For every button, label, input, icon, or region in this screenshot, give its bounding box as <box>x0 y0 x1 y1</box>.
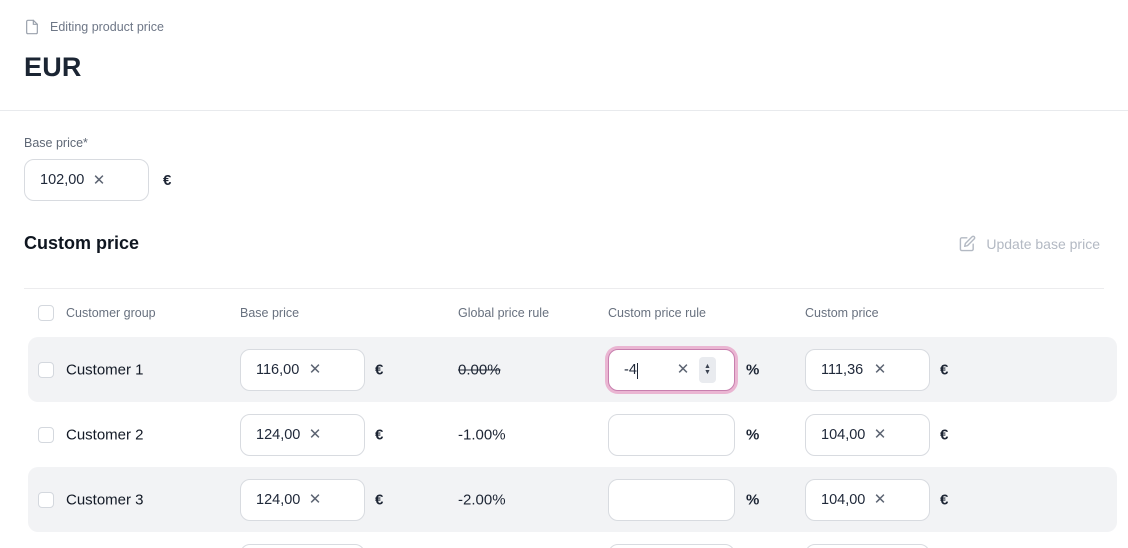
global-price-rule: -2.00% <box>458 491 506 508</box>
custom-price-rule-input[interactable] <box>609 479 669 520</box>
custom-price-heading: Custom price <box>24 233 140 253</box>
table-row: Customer 2 ✕ € -1.00% % ✕ € <box>28 402 1117 467</box>
clear-icon[interactable]: ✕ <box>301 486 329 514</box>
col-global-price-rule: Global price rule <box>458 306 550 320</box>
currency-symbol: € <box>375 426 384 443</box>
stepper-up-icon[interactable]: ▲ <box>704 362 711 370</box>
row-checkbox[interactable] <box>38 491 54 508</box>
table-row <box>28 532 1117 548</box>
clear-icon[interactable]: ✕ <box>866 356 894 384</box>
custom-price-rule-input[interactable] <box>609 414 669 455</box>
table-header-row: Customer group Base price Global price r… <box>24 288 1104 337</box>
col-base-price: Base price <box>240 306 300 320</box>
base-price-field: ✕ <box>240 348 365 391</box>
clear-icon[interactable]: ✕ <box>301 421 329 449</box>
custom-price-field: ✕ <box>805 348 930 391</box>
custom-price-input[interactable] <box>806 544 866 548</box>
custom-price-rule-field <box>608 478 735 521</box>
base-price-field: ✕ <box>240 478 365 521</box>
edit-icon <box>960 235 976 252</box>
percent-symbol: % <box>746 491 760 508</box>
number-stepper[interactable]: ▲ ▼ <box>699 356 716 383</box>
currency-symbol: € <box>940 361 949 378</box>
page-title: EUR <box>24 52 82 82</box>
percent-symbol: % <box>746 426 760 443</box>
custom-price-rule-field <box>608 413 735 456</box>
base-price-input[interactable] <box>241 544 301 548</box>
custom-price-field: ✕ <box>805 478 930 521</box>
base-price-input[interactable] <box>241 349 301 390</box>
breadcrumb: Editing product price <box>0 0 1128 36</box>
custom-price-rule-input[interactable] <box>609 349 669 390</box>
update-base-price-label: Update base price <box>986 235 1100 252</box>
currency-symbol: € <box>375 361 384 378</box>
custom-price-field <box>805 543 930 548</box>
select-all-checkbox[interactable] <box>38 305 54 321</box>
col-custom-price: Custom price <box>805 306 879 320</box>
currency-symbol: € <box>940 426 949 443</box>
base-price-input[interactable] <box>241 414 301 455</box>
custom-price-input[interactable] <box>806 479 866 520</box>
custom-price-table: Customer group Base price Global price r… <box>0 288 1128 548</box>
currency-symbol: € <box>375 491 384 508</box>
customer-group-name: Customer 2 <box>66 426 144 443</box>
custom-price-input[interactable] <box>806 349 866 390</box>
clear-icon[interactable]: ✕ <box>85 166 113 194</box>
custom-price-field: ✕ <box>805 413 930 456</box>
row-checkbox[interactable] <box>38 426 54 443</box>
table-row: Customer 3 ✕ € -2.00% % ✕ € <box>28 467 1117 532</box>
table-row: Customer 1 ✕ € 0.00% ✕ ▲▼ % ✕ € <box>28 337 1117 402</box>
currency-symbol: € <box>940 491 949 508</box>
col-custom-price-rule: Custom price rule <box>608 306 706 320</box>
base-price-label: Base price* <box>24 136 88 150</box>
base-price-field <box>240 543 365 548</box>
breadcrumb-label: Editing product price <box>50 20 164 34</box>
stepper-down-icon[interactable]: ▼ <box>704 368 711 376</box>
global-price-rule: -1.00% <box>458 426 506 443</box>
base-price-section: Base price* ✕ € <box>24 136 171 201</box>
customer-group-name: Customer 3 <box>66 491 144 508</box>
base-price-field: ✕ <box>24 159 149 201</box>
update-base-price-button[interactable]: Update base price <box>959 235 1100 252</box>
clear-icon[interactable]: ✕ <box>669 356 697 384</box>
customer-group-name: Customer 1 <box>66 361 144 378</box>
custom-price-input[interactable] <box>806 414 866 455</box>
clear-icon[interactable]: ✕ <box>866 421 894 449</box>
header-divider <box>0 110 1128 111</box>
custom-price-rule-field <box>608 543 735 548</box>
col-customer-group: Customer group <box>66 306 156 320</box>
custom-price-rule-field: ✕ ▲▼ <box>608 348 735 391</box>
currency-symbol: € <box>163 171 172 189</box>
base-price-field: ✕ <box>240 413 365 456</box>
base-price-input[interactable] <box>241 479 301 520</box>
document-icon <box>26 19 38 35</box>
base-price-input[interactable] <box>25 160 85 200</box>
custom-price-rule-input[interactable] <box>609 544 669 548</box>
row-checkbox[interactable] <box>38 361 54 378</box>
global-price-rule: 0.00% <box>458 361 501 378</box>
clear-icon[interactable]: ✕ <box>301 356 329 384</box>
clear-icon[interactable]: ✕ <box>866 486 894 514</box>
percent-symbol: % <box>746 361 760 378</box>
